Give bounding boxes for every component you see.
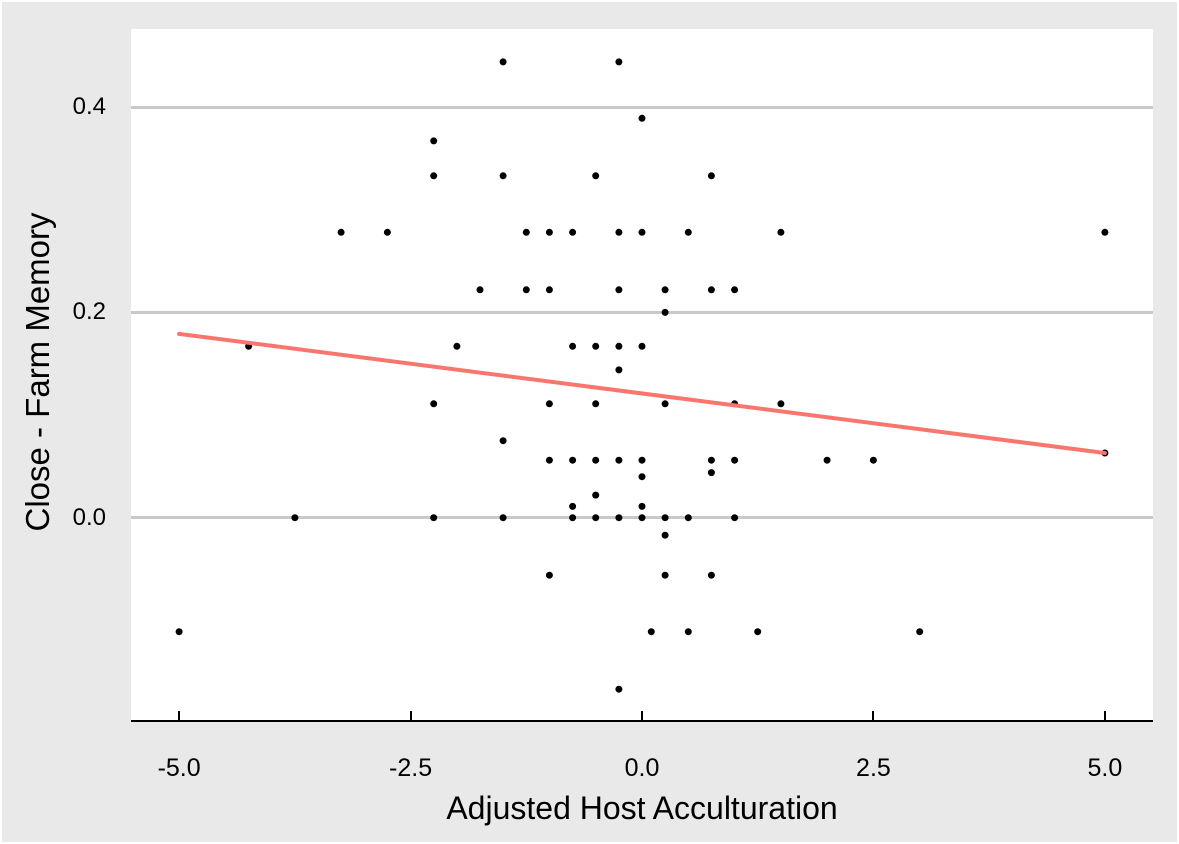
data-point [592,400,600,408]
data-point [337,228,345,236]
data-point [638,342,646,350]
data-point [592,172,600,180]
data-point [615,342,623,350]
data-point [707,571,715,579]
data-point [638,114,646,122]
data-point [545,228,553,236]
data-point [823,456,831,464]
data-point [684,628,692,636]
x-tick-mark [178,711,181,720]
data-point [615,286,623,294]
gridline [131,310,1153,314]
y-axis-title: Close - Farm Memory [19,212,56,532]
data-point [707,456,715,464]
data-point [615,514,623,522]
data-point [615,58,623,66]
data-point [545,400,553,408]
data-point [638,228,646,236]
data-point [731,514,739,522]
data-point [569,456,577,464]
x-tick-label: -2.5 [389,754,433,782]
data-point [661,286,669,294]
data-point [647,628,655,636]
data-point [777,400,785,408]
data-point [615,228,623,236]
data-point [430,172,438,180]
data-point [383,228,391,236]
data-point [569,514,577,522]
data-point [661,531,669,539]
x-tick-label: 2.5 [856,754,891,782]
data-point [731,286,739,294]
data-point [430,400,438,408]
data-point [684,228,692,236]
data-point [1101,228,1109,236]
data-point [638,502,646,510]
data-point [592,491,600,499]
data-point [661,514,669,522]
data-point [545,286,553,294]
data-point [869,456,877,464]
x-tick-label: 0.0 [624,754,660,782]
data-point [569,342,577,350]
data-point [615,456,623,464]
data-point [615,366,623,374]
data-point [707,286,715,294]
y-tick-label: 0.0 [72,503,106,531]
data-point [291,514,299,522]
data-point [569,228,577,236]
data-point [615,685,623,693]
data-point [638,473,646,481]
data-point [522,228,530,236]
x-tick-label: -5.0 [157,754,201,782]
x-tick-mark [872,711,875,720]
gridline [131,105,1153,109]
data-point [499,514,507,522]
data-point [476,286,484,294]
data-point [499,437,507,445]
data-point [545,571,553,579]
x-tick-label: 5.0 [1087,754,1123,782]
data-point [592,342,600,350]
trend-line [177,331,1107,455]
x-tick-mark [1103,711,1106,720]
scatter-layer [175,58,1109,693]
data-point [499,58,507,66]
data-point [661,400,669,408]
data-point [430,137,438,145]
plot-panel [131,29,1153,722]
data-point [638,456,646,464]
data-point [731,456,739,464]
data-point [707,172,715,180]
data-point [661,308,669,316]
data-point [522,286,530,294]
data-point [916,628,924,636]
data-point [499,172,507,180]
data-point [430,514,438,522]
y-tick-label: 0.2 [72,298,106,326]
data-point [592,514,600,522]
data-point [661,571,669,579]
data-point [754,628,762,636]
data-point [707,469,715,477]
y-tick-label: 0.4 [72,93,106,121]
data-point [453,342,461,350]
data-point [638,514,646,522]
x-tick-mark [409,711,412,720]
x-tick-mark [641,711,643,720]
data-point [545,456,553,464]
data-point [175,628,183,636]
data-point [569,502,577,510]
data-point [777,228,785,236]
data-point [684,514,692,522]
x-axis-title: Adjusted Host Acculturation [446,790,838,826]
data-point [592,456,600,464]
